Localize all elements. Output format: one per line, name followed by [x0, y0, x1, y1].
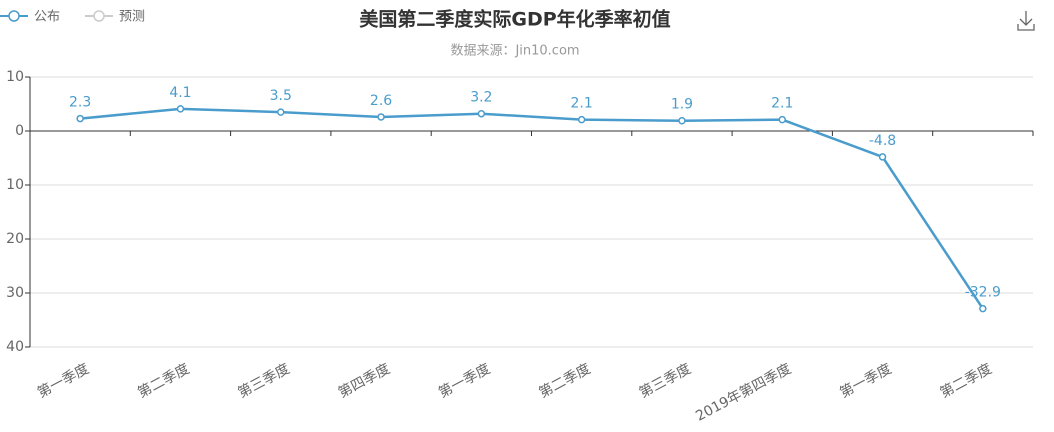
- value-label: -32.9: [965, 285, 1001, 301]
- legend-marker: [93, 10, 105, 22]
- point: [678, 116, 686, 125]
- legend-marker: [8, 10, 20, 22]
- chart-title: 美国第二季度实际GDP年化季率初值: [359, 8, 670, 31]
- y-tick-label: 0: [15, 123, 24, 139]
- value-label: 2.3: [69, 95, 91, 111]
- legend-item: 预测: [85, 10, 145, 25]
- chart-subtitle: 数据来源：Jin10.com: [450, 44, 579, 59]
- point: [277, 108, 285, 116]
- value-label: 2.1: [771, 96, 793, 112]
- x-tick-label: 第一季度: [837, 360, 894, 401]
- x-tick-label: 第一季度: [436, 360, 493, 401]
- value-label: 1.9: [671, 97, 693, 113]
- x-tick-label: 第三季度: [636, 360, 693, 401]
- y-tick-label: 20: [6, 231, 24, 247]
- value-label: 3.2: [470, 90, 492, 106]
- x-tick-label: 第一季度: [34, 360, 91, 401]
- point: [176, 105, 185, 113]
- x-tick-label: 第二季度: [135, 360, 192, 401]
- point: [778, 115, 786, 124]
- value-label: 2.1: [571, 96, 593, 112]
- download-icon[interactable]: [1017, 11, 1035, 31]
- y-tick-label: 30: [6, 285, 24, 301]
- value-label: 3.5: [270, 88, 292, 104]
- x-tick-label: 第二季度: [937, 360, 994, 401]
- point: [76, 114, 84, 123]
- value-label: 2.6: [370, 93, 392, 109]
- y-tick-label: 10: [6, 69, 24, 85]
- download-glyph: [1017, 11, 1035, 31]
- legend-label: 预测: [119, 10, 145, 25]
- point: [377, 113, 385, 121]
- x-tick-label: 2019年第四季度: [693, 360, 794, 425]
- y-tick-label: 10: [6, 177, 24, 193]
- legend-label: 公布: [34, 10, 60, 25]
- value-label: -4.8: [869, 133, 896, 149]
- point: [878, 153, 887, 161]
- point: [979, 304, 987, 313]
- x-tick-label: 第二季度: [536, 360, 593, 401]
- x-tick-label: 第四季度: [335, 360, 392, 401]
- point: [577, 115, 586, 124]
- legend-item: 公布: [0, 10, 60, 25]
- value-label: 4.1: [169, 85, 191, 101]
- y-tick-label: 40: [6, 339, 24, 355]
- series-line: [80, 107, 984, 310]
- point: [477, 109, 486, 118]
- x-tick-label: 第三季度: [235, 360, 292, 401]
